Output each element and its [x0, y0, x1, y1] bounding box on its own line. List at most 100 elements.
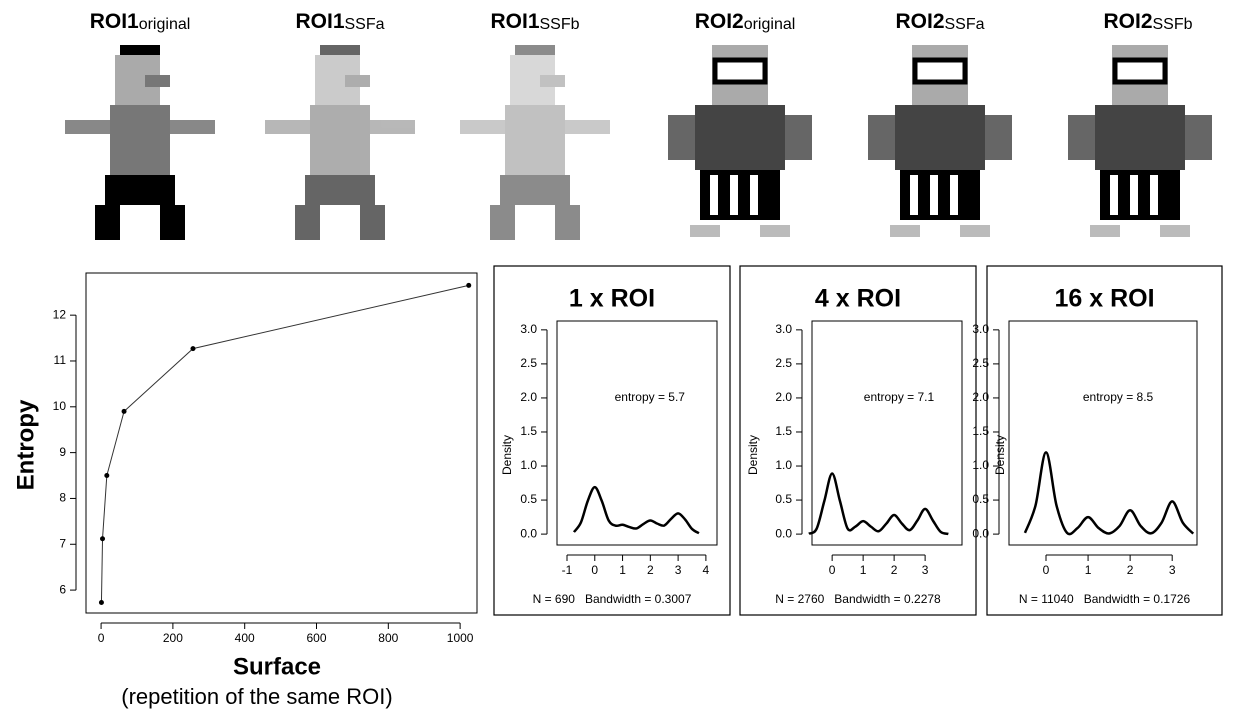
roi-name: ROI1 [490, 10, 539, 33]
y-tick-label: 8 [59, 491, 66, 505]
pixel-figures [65, 45, 1212, 240]
x-tick-label: 200 [163, 631, 183, 645]
panel-label: ROI2original [695, 10, 796, 34]
y-tick-label: 3.0 [520, 322, 537, 336]
panel-label: ROI1SSFa [295, 10, 384, 34]
y-tick-label: 0.0 [520, 526, 537, 540]
y-tick-label: 10 [53, 399, 67, 413]
x-axis-title: Surface [233, 653, 321, 680]
panel-frame [494, 266, 730, 615]
annotation: entropy = 7.1 [864, 390, 935, 404]
y-tick-label: 11 [54, 353, 67, 367]
roi-name: ROI2 [695, 10, 744, 33]
y-tick-label: 3.0 [775, 322, 792, 336]
data-line [101, 285, 468, 602]
y-tick-label: 0.5 [972, 492, 989, 506]
roi-subscript: original [744, 16, 796, 33]
y-tick-label: 2.0 [775, 390, 792, 404]
plot-box [557, 321, 717, 545]
y-tick-label: 2.5 [520, 356, 537, 370]
roi-image [668, 45, 812, 237]
x-tick-label: 3 [922, 563, 929, 577]
y-tick-label: 2.5 [972, 356, 989, 370]
x-tick-label: 800 [378, 631, 398, 645]
y-axis-title: Density [746, 435, 760, 475]
roi-subscript: SSFb [1153, 16, 1193, 33]
y-tick-label: 0.5 [520, 492, 537, 506]
y-tick-label: 1.5 [520, 424, 537, 438]
roi-image [868, 45, 1012, 237]
x-tick-label: 3 [675, 563, 682, 577]
note: N = 2760 Bandwidth = 0.2278 [775, 592, 941, 606]
x-tick-label: 0 [98, 631, 105, 645]
y-tick-label: 7 [59, 536, 66, 550]
y-tick-label: 1.5 [972, 424, 989, 438]
y-tick-label: 0.0 [972, 526, 989, 540]
panel-label: ROI1original [90, 10, 191, 34]
panel-label: ROI2SSFb [1103, 10, 1192, 34]
roi-subscript: original [139, 16, 191, 33]
roi-name: ROI2 [1103, 10, 1152, 33]
roi-image [65, 45, 215, 240]
y-tick-label: 1.0 [520, 458, 537, 472]
y-tick-label: 0.0 [775, 526, 792, 540]
x-tick-label: 2 [1127, 563, 1134, 577]
note: N = 690 Bandwidth = 0.3007 [533, 592, 692, 606]
x-tick-label: 400 [235, 631, 255, 645]
roi-name: ROI1 [90, 10, 139, 33]
x-tick-label: 1 [619, 563, 626, 577]
panel-label: ROI1SSFb [490, 10, 579, 34]
y-tick-label: 3.0 [972, 322, 989, 336]
y-tick-label: 0.5 [775, 492, 792, 506]
note: N = 11040 Bandwidth = 0.1726 [1019, 592, 1191, 606]
x-tick-label: 0 [829, 563, 836, 577]
plot-box [86, 273, 477, 613]
roi-image [265, 45, 415, 240]
data-point [466, 283, 471, 288]
x-axis-note: (repetition of the same ROI) [121, 684, 392, 709]
panel-label: ROI2SSFa [895, 10, 984, 34]
figure: ROI1originalROI1SSFaROI1SSFbROI2original… [0, 0, 1233, 714]
roi-subscript: SSFa [945, 16, 985, 33]
x-tick-label: 1 [1085, 563, 1092, 577]
roi-image [1068, 45, 1212, 237]
panel-frame [987, 266, 1222, 615]
panel-frame [740, 266, 976, 615]
annotation: entropy = 8.5 [1083, 390, 1154, 404]
plot-box [1009, 321, 1197, 545]
panel-title: 1 x ROI [569, 285, 655, 313]
plot-box [812, 321, 962, 545]
y-axis-title: Entropy [12, 399, 39, 490]
y-tick-label: 2.0 [520, 390, 537, 404]
y-tick-label: 1.0 [972, 458, 989, 472]
y-tick-label: 6 [59, 582, 66, 596]
y-tick-label: 2.0 [972, 390, 989, 404]
density-curve [574, 487, 699, 533]
roi-image [460, 45, 610, 240]
y-tick-label: 9 [59, 445, 66, 459]
y-tick-label: 1.5 [775, 424, 792, 438]
x-tick-label: 1 [860, 563, 867, 577]
data-point [122, 409, 127, 414]
y-tick-label: 2.5 [775, 356, 792, 370]
x-tick-label: 2 [647, 563, 654, 577]
x-tick-label: 600 [306, 631, 326, 645]
data-point [104, 473, 109, 478]
roi-name: ROI1 [295, 10, 344, 33]
y-axis-title: Density [500, 435, 514, 475]
data-point [190, 346, 195, 351]
panel-title: 4 x ROI [815, 285, 901, 313]
annotation: entropy = 5.7 [615, 390, 686, 404]
x-tick-label: 0 [591, 563, 598, 577]
data-point [99, 600, 104, 605]
x-tick-label: 3 [1169, 563, 1176, 577]
panel-title: 16 x ROI [1054, 285, 1154, 313]
roi-subscript: SSFa [345, 16, 385, 33]
data-point [100, 536, 105, 541]
y-tick-label: 1.0 [775, 458, 792, 472]
y-axis-title: Density [993, 435, 1007, 475]
density-curve [1025, 452, 1193, 534]
x-tick-label: 1000 [447, 631, 474, 645]
